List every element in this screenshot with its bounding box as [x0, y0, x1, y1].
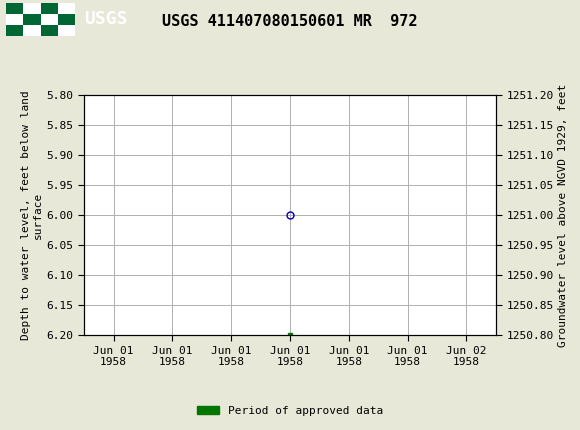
Y-axis label: Depth to water level, feet below land
surface: Depth to water level, feet below land su… [21, 90, 42, 340]
Bar [58, 14, 75, 25]
Bar [23, 14, 41, 25]
Text: USGS: USGS [84, 10, 128, 28]
Bar [6, 3, 23, 14]
Bar [6, 3, 75, 36]
Legend: Period of approved data: Period of approved data [193, 401, 387, 420]
Text: USGS 411407080150601 MR  972: USGS 411407080150601 MR 972 [162, 14, 418, 28]
Bar [41, 25, 58, 36]
Bar [41, 3, 58, 14]
Bar [6, 25, 23, 36]
Y-axis label: Groundwater level above NGVD 1929, feet: Groundwater level above NGVD 1929, feet [558, 83, 568, 347]
